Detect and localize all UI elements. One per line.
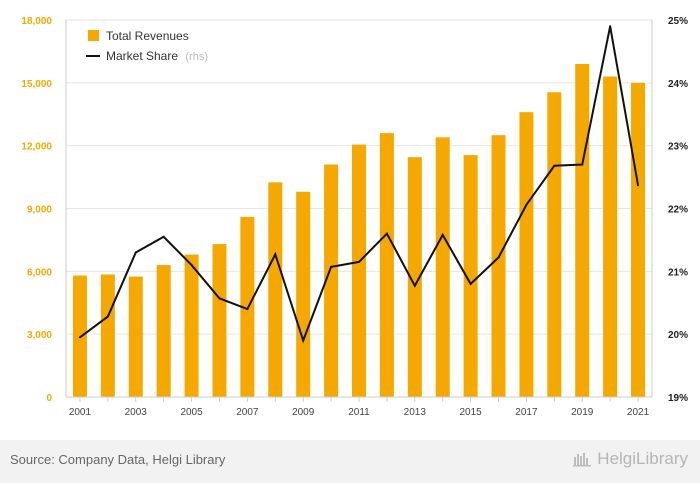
market-share-point (78, 336, 81, 339)
revenue-bar (352, 144, 366, 397)
revenue-bar (100, 274, 115, 397)
market-share-point (441, 233, 444, 236)
axes: 0 3,000 6,000 9,000 12,000 15,000 18,000 19% 20%… (21, 16, 688, 418)
market-share-point (358, 260, 360, 263)
market-share-point (525, 203, 528, 206)
y-right-tick-label: 22% (668, 205, 688, 216)
x-tick-label: 2015 (459, 407, 482, 418)
x-tick-label: 2021 (627, 407, 650, 418)
market-share-point (385, 232, 388, 235)
y-right-tick-label: 21% (668, 267, 688, 278)
x-tick-label: 2019 (571, 407, 594, 418)
x-tick-label: 2003 (125, 407, 148, 418)
revenue-bars (72, 63, 646, 398)
revenue-bar (212, 244, 227, 397)
chart: 0 3,000 6,000 9,000 12,000 15,000 18,000 19% 20%… (21, 16, 688, 418)
legend-label-share: Market Share (rhs) (106, 49, 208, 63)
revenue-bar (631, 82, 646, 397)
revenue-bar (379, 133, 394, 397)
x-tick-label: 2011 (348, 407, 370, 418)
x-tick-label: 2017 (515, 407, 538, 418)
market-share-point (274, 253, 277, 256)
x-tick-label: 2007 (236, 407, 259, 418)
market-share-point (497, 256, 500, 259)
market-share-point (218, 297, 221, 300)
brand-logo: HelgiLibrary (573, 449, 688, 469)
revenue-bar (519, 112, 534, 398)
market-share-point (134, 251, 137, 254)
brand-name: HelgiLibrary (597, 449, 688, 468)
y-left-tick-label: 9,000 (27, 205, 52, 216)
y-right-tick-label: 20% (668, 330, 688, 341)
x-tick-label: 2001 (69, 407, 92, 418)
market-share-point (246, 308, 249, 311)
market-share-point (302, 339, 305, 342)
y-left-tick-label: 15,000 (21, 79, 52, 90)
x-tick-label: 2009 (292, 407, 315, 418)
legend-label-revenues: Total Revenues (106, 29, 189, 43)
y-left-tick-label: 18,000 (21, 16, 52, 27)
revenue-bar (547, 92, 562, 397)
revenue-bar (491, 135, 506, 397)
revenue-bar (128, 276, 143, 397)
y-right-tick-label: 24% (668, 79, 688, 90)
legend-label-share-text: Market Share (106, 49, 178, 63)
revenue-bar (296, 191, 311, 397)
y-left-tick-label: 3,000 (27, 330, 52, 341)
market-share-line (78, 25, 640, 344)
market-share-point (190, 264, 193, 267)
revenue-bar (435, 137, 450, 398)
market-share-point (330, 265, 333, 268)
legend-swatch-revenues (88, 30, 99, 41)
market-share-point (581, 163, 584, 166)
x-tick-label: 2005 (180, 407, 203, 418)
market-share-point (637, 184, 640, 187)
x-tick-label: 2013 (404, 407, 427, 418)
revenue-bar (268, 182, 283, 397)
footer: Source: Company Data, Helgi Library Helg… (0, 440, 700, 483)
y-left-tick-label: 12,000 (21, 142, 52, 153)
market-share-point (553, 164, 556, 167)
y-right-tick-label: 19% (668, 393, 688, 404)
revenue-bar (156, 265, 171, 397)
revenue-bar (407, 157, 422, 397)
revenue-bar (603, 76, 618, 398)
y-right-tick-label: 23% (668, 142, 688, 153)
market-share-point (609, 25, 612, 28)
revenue-bar (184, 254, 199, 397)
source-text: Source: Company Data, Helgi Library (10, 452, 226, 467)
y-right-tick-label: 25% (668, 16, 688, 27)
revenue-bar (575, 63, 590, 397)
market-share-point (413, 284, 416, 287)
legend: Total Revenues Market Share (rhs) (86, 29, 208, 63)
revenue-bar (324, 164, 339, 397)
legend-label-share-suffix: (rhs) (185, 51, 208, 63)
market-share-point (469, 282, 472, 285)
y-left-tick-label: 0 (46, 393, 52, 404)
y-left-tick-label: 6,000 (27, 267, 52, 278)
market-share-point (106, 315, 109, 318)
library-icon (573, 453, 592, 467)
market-share-point (162, 235, 165, 238)
revenue-bar (463, 155, 478, 397)
